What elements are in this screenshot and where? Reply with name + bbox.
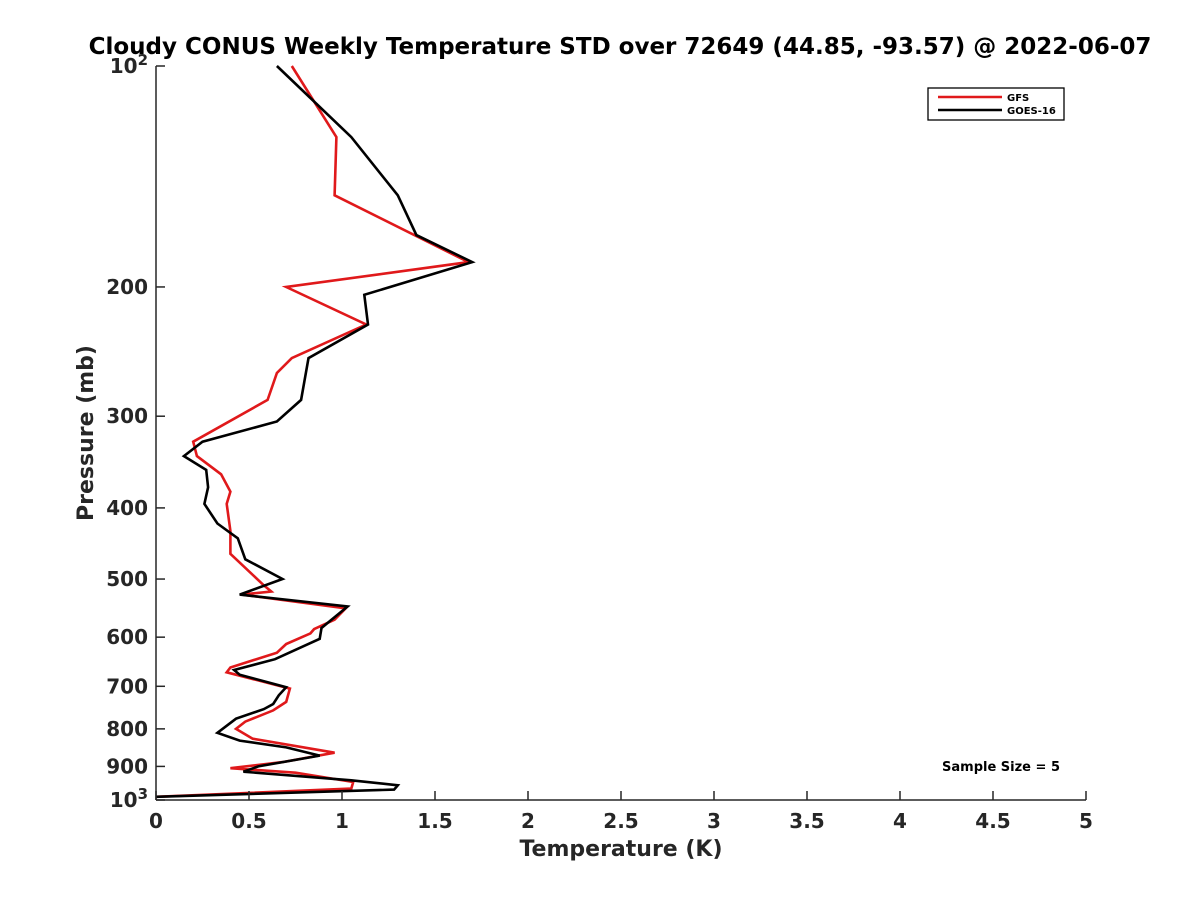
x-tick-label: 0.5 xyxy=(231,809,266,833)
y-tick-label: 800 xyxy=(106,717,148,741)
x-tick-label: 5 xyxy=(1079,809,1093,833)
y-axis-label: Pressure (mb) xyxy=(74,345,99,521)
legend-label-goes16: GOES-16 xyxy=(1007,106,1056,117)
x-tick-label: 3 xyxy=(707,809,721,833)
legend-box xyxy=(927,87,1065,121)
y-tick-label: 400 xyxy=(106,496,148,520)
sample-size-annotation: Sample Size = 5 xyxy=(942,760,1060,775)
plot-lines xyxy=(155,65,476,799)
y-tick-label: 700 xyxy=(106,674,148,698)
y-tick-label: 300 xyxy=(106,404,148,428)
x-tick-label: 4.5 xyxy=(975,809,1010,833)
x-ticks: 0 0.5 1 1.5 2 2.5 3 3.5 4 4.5 5 xyxy=(149,791,1093,833)
x-tick-label: 3.5 xyxy=(789,809,824,833)
x-tick-label: 2.5 xyxy=(603,809,638,833)
x-axis-label: Temperature (K) xyxy=(519,837,722,862)
legend-label-gfs: GFS xyxy=(1007,93,1029,104)
x-tick-label: 4 xyxy=(893,809,907,833)
y-tick-label: 600 xyxy=(106,625,148,649)
x-tick-label: 2 xyxy=(521,809,535,833)
x-tick-label: 0 xyxy=(149,809,163,833)
y-tick-label: 500 xyxy=(106,567,148,591)
y-tick-label: 103 xyxy=(110,785,148,812)
y-tick-label: 102 xyxy=(110,51,148,78)
series-line-gfs xyxy=(155,65,473,799)
legend: GFS GOES-16 xyxy=(927,87,1065,121)
y-ticks: 102 200 300 400 500 600 700 800 900 103 xyxy=(106,51,165,812)
chart-title: Cloudy CONUS Weekly Temperature STD over… xyxy=(89,34,1152,60)
x-tick-label: 1.5 xyxy=(417,809,452,833)
y-tick-label: 900 xyxy=(106,754,148,778)
x-tick-label: 1 xyxy=(335,809,349,833)
y-tick-label: 200 xyxy=(106,275,148,299)
series-line-goes-16 xyxy=(155,65,476,799)
